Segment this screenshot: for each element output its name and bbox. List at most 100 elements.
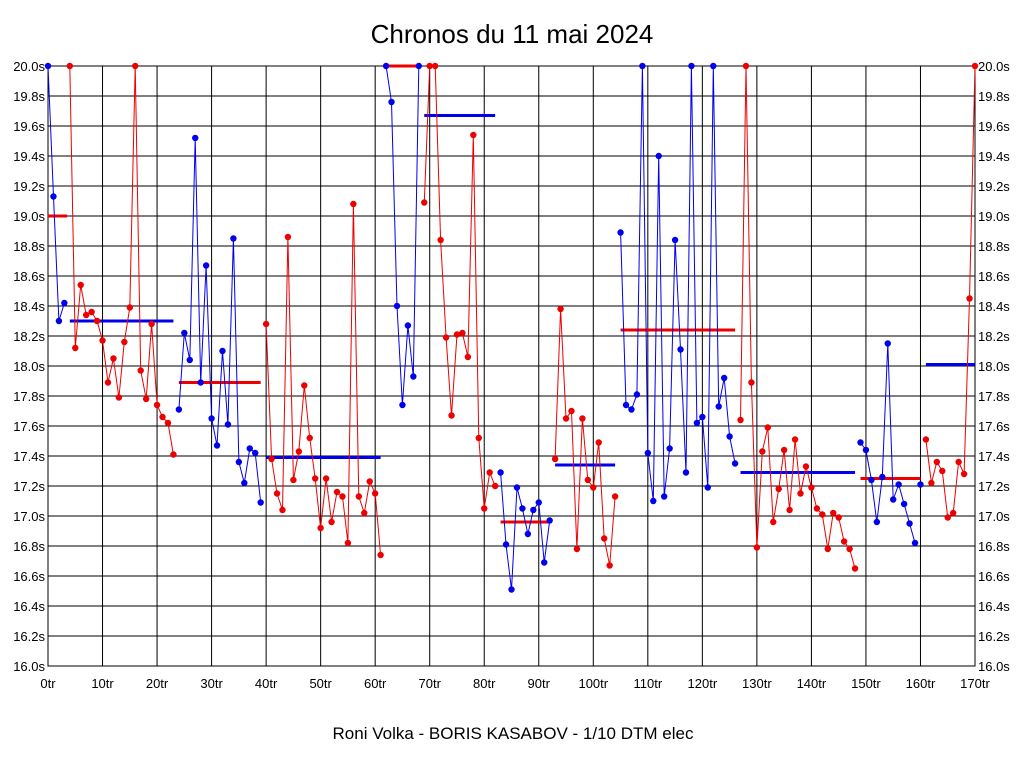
data-point <box>235 458 243 466</box>
y-tick-label-right: 16.2s <box>978 629 1010 644</box>
x-tick-label: 70tr <box>419 676 442 691</box>
data-point <box>682 469 690 476</box>
x-tick-label: 90tr <box>528 676 551 691</box>
data-point <box>366 478 373 485</box>
data-point <box>764 424 771 431</box>
data-point <box>508 586 515 593</box>
data-point <box>371 490 379 497</box>
y-tick-label-right: 19.6s <box>978 119 1010 134</box>
data-point <box>699 413 706 421</box>
data-point <box>879 473 886 481</box>
data-point <box>459 329 466 337</box>
y-tick-label-right: 18.0s <box>978 359 1010 374</box>
data-point <box>786 506 793 514</box>
x-tick-label: 30tr <box>200 676 223 691</box>
y-tick-label-right: 19.8s <box>978 89 1010 104</box>
y-tick-label-left: 17.8s <box>13 389 45 404</box>
data-point <box>955 458 962 466</box>
data-point <box>82 311 90 319</box>
data-point <box>241 479 248 487</box>
data-point <box>579 415 586 422</box>
data-point <box>704 484 712 491</box>
data-point <box>415 62 422 70</box>
data-point <box>442 334 450 341</box>
data-point <box>720 374 728 382</box>
data-point <box>202 262 210 269</box>
x-tick-label: 100tr <box>578 676 608 691</box>
data-point <box>115 394 123 401</box>
data-point <box>677 346 684 353</box>
data-point <box>399 401 406 409</box>
data-point <box>192 134 199 142</box>
data-point <box>104 379 112 386</box>
y-tick-label-left: 16.0s <box>13 659 45 674</box>
grid <box>47 65 976 667</box>
data-point <box>819 511 826 518</box>
y-tick-label-left: 17.2s <box>13 479 45 494</box>
data-point <box>66 62 74 70</box>
data-point <box>208 415 215 422</box>
data-point <box>797 490 804 497</box>
data-point <box>55 317 63 325</box>
data-point <box>311 475 319 482</box>
data-point <box>922 436 930 443</box>
data-point <box>44 62 52 70</box>
y-tick-label-left: 17.4s <box>13 449 45 464</box>
data-point <box>126 304 133 311</box>
data-point <box>590 484 597 491</box>
data-point <box>262 320 270 328</box>
data-point <box>404 322 412 329</box>
data-point <box>219 347 226 355</box>
data-point <box>693 419 701 427</box>
y-tick-label-left: 17.6s <box>13 419 45 434</box>
data-point <box>497 469 504 476</box>
data-point <box>410 373 417 380</box>
y-tick-label-left: 19.6s <box>13 119 45 134</box>
y-tick-label-left: 18.4s <box>13 299 45 314</box>
data-point <box>470 131 477 139</box>
data-point <box>753 544 761 551</box>
data-point <box>453 331 461 338</box>
data-point <box>960 470 968 478</box>
data-point <box>568 407 575 415</box>
data-point <box>486 469 493 476</box>
y-tick-label-right: 16.6s <box>978 569 1010 584</box>
data-point <box>137 367 144 374</box>
data-point <box>671 236 679 244</box>
data-point <box>731 460 739 467</box>
data-point <box>339 493 346 500</box>
data-point <box>284 233 292 241</box>
data-point <box>148 320 155 328</box>
data-point <box>726 433 733 440</box>
data-point <box>524 530 532 538</box>
data-point <box>99 337 106 344</box>
data-point <box>290 476 297 484</box>
data-point <box>895 481 902 488</box>
data-point <box>742 62 750 70</box>
series-line <box>925 65 976 519</box>
data-point <box>644 449 652 457</box>
data-point <box>944 514 951 521</box>
chart-title: Chronos du 11 mai 2024 <box>371 19 654 49</box>
y-tick-label-right: 17.6s <box>978 419 1010 434</box>
x-tick-label: 150tr <box>851 676 881 691</box>
y-tick-label-left: 20.0s <box>13 59 45 74</box>
y-axis-left: 20.0s 19.8s 19.6s 19.4s 19.2s 19.0s 18.8s 18.6s… <box>13 59 45 674</box>
data-point <box>350 200 357 208</box>
data-point <box>639 62 646 70</box>
y-tick-label-right: 18.6s <box>978 269 1010 284</box>
data-point <box>900 500 908 508</box>
y-tick-label-left: 16.6s <box>13 569 45 584</box>
series-line <box>47 65 65 322</box>
data-point <box>846 545 853 553</box>
data-point <box>710 62 717 70</box>
data-point <box>802 463 810 470</box>
data-point <box>573 545 581 553</box>
data-point <box>61 299 68 307</box>
data-point <box>153 401 161 409</box>
data-point <box>666 445 673 452</box>
y-tick-label-left: 16.4s <box>13 599 45 614</box>
data-point <box>491 482 499 490</box>
data-point <box>50 193 57 200</box>
